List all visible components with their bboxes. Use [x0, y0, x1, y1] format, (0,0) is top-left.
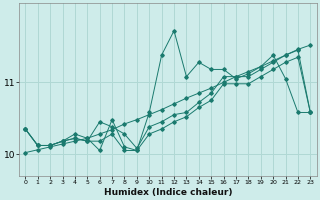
X-axis label: Humidex (Indice chaleur): Humidex (Indice chaleur): [104, 188, 232, 197]
